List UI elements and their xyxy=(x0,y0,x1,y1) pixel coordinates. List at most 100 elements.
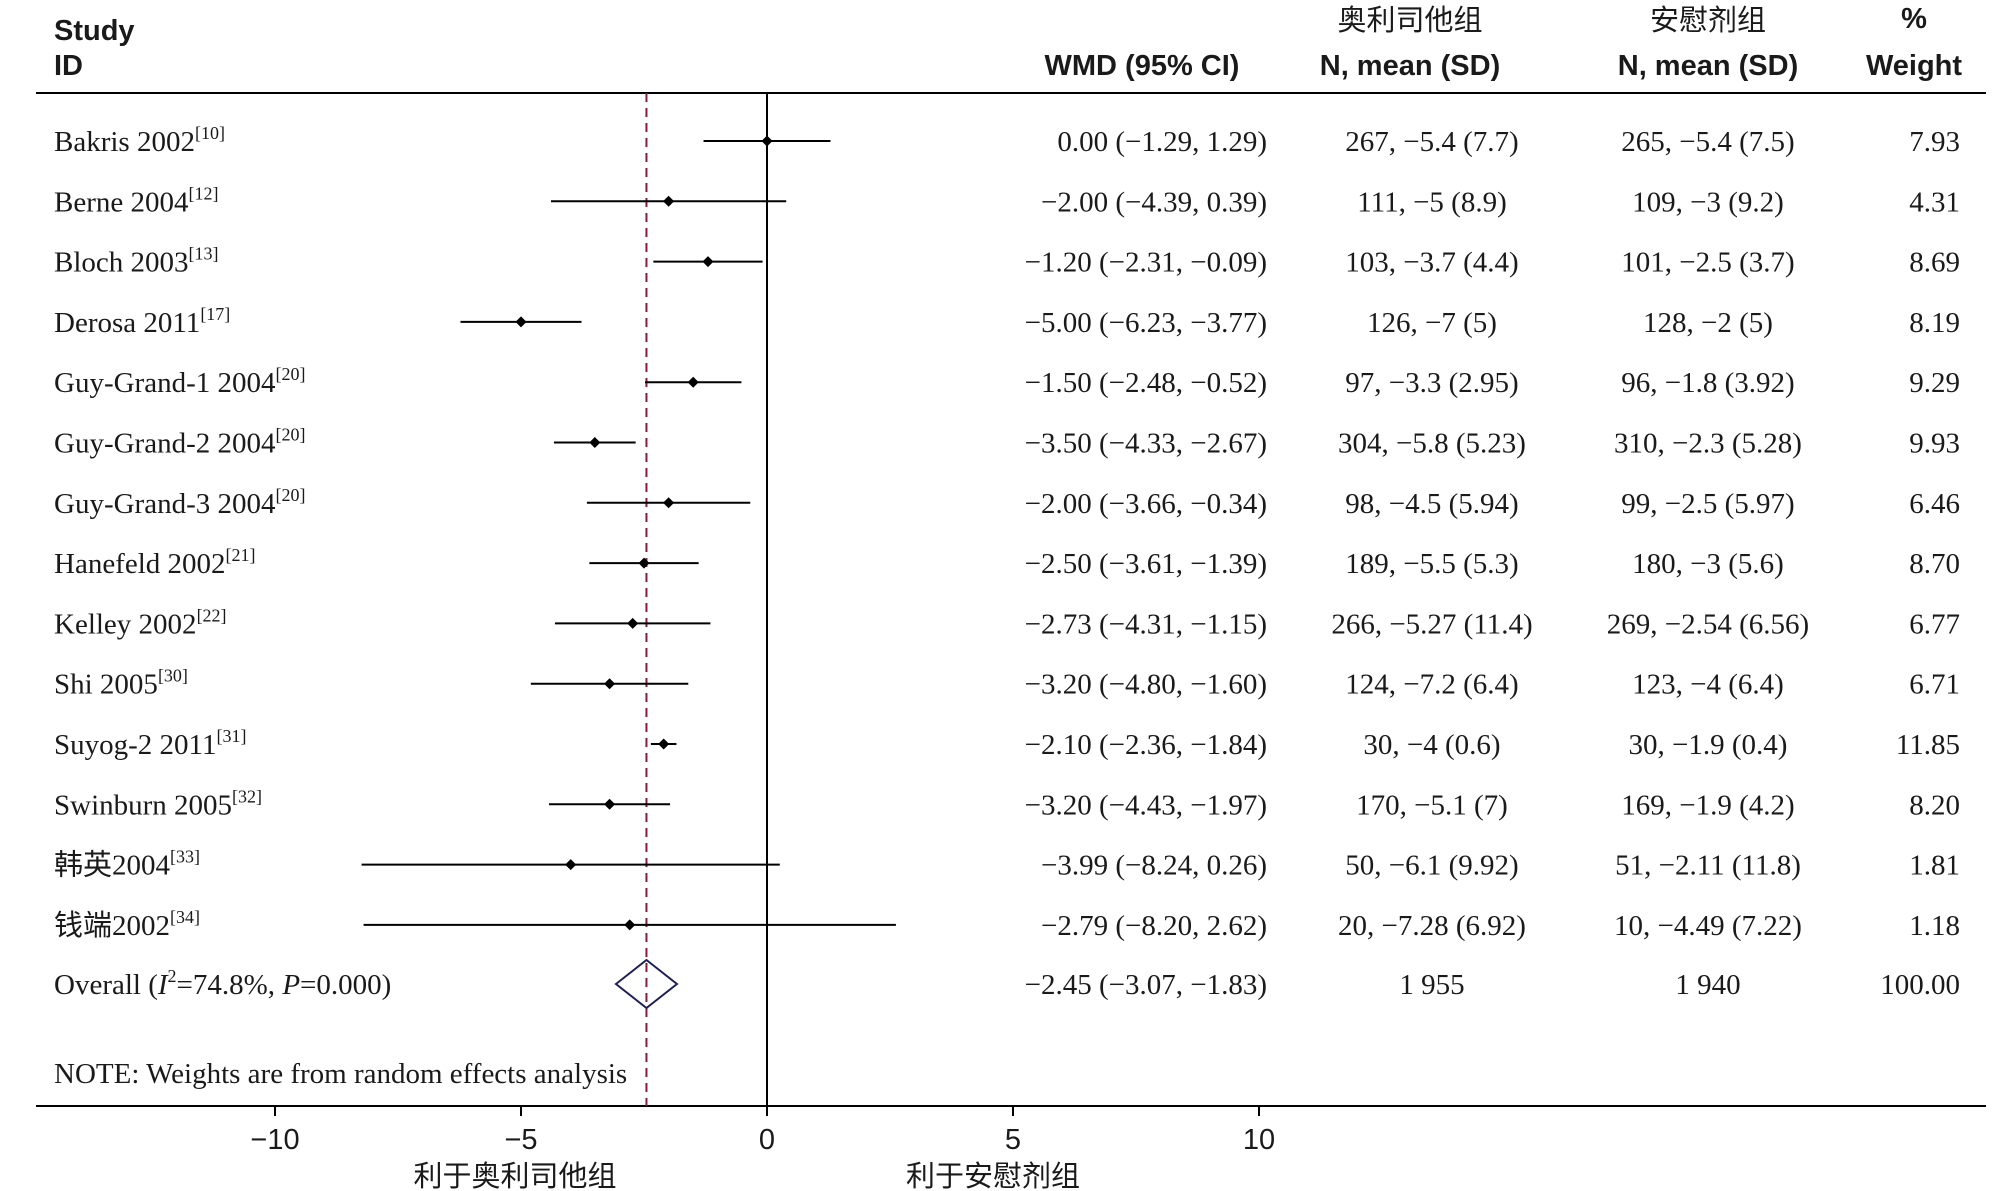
x-axis: −10 −5 0 5 10 xyxy=(250,1106,1275,1156)
point-estimate xyxy=(604,798,616,810)
x-tick-label: 0 xyxy=(759,1124,775,1156)
study-name: Derosa 2011 xyxy=(54,307,200,339)
study-label: 韩英2004[33] xyxy=(54,847,200,882)
study-weight: 1.81 xyxy=(1909,850,1960,882)
study-ref: [21] xyxy=(226,545,256,565)
point-estimate xyxy=(663,195,675,207)
study-group1: 267, −5.4 (7.7) xyxy=(1345,126,1518,158)
study-label: Shi 2005[30] xyxy=(54,666,188,701)
point-estimate xyxy=(638,557,650,569)
x-tick-label: −5 xyxy=(504,1124,537,1156)
overall-ci: −2.45 (−3.07, −1.83) xyxy=(1025,969,1267,1001)
study-group1: 126, −7 (5) xyxy=(1367,307,1497,339)
study-name: Hanefeld 2002 xyxy=(54,548,226,580)
study-row: Guy-Grand-1 2004[20] −1.50 (−2.48, −0.52)… xyxy=(54,364,1960,399)
point-estimate xyxy=(515,316,527,328)
study-ci: −3.99 (−8.24, 0.26) xyxy=(1041,850,1267,882)
study-ref: [10] xyxy=(195,123,225,143)
study-group1: 97, −3.3 (2.95) xyxy=(1345,367,1518,399)
study-label: Suyog-2 2011[31] xyxy=(54,726,246,761)
study-name: Shi 2005 xyxy=(54,669,158,701)
study-ref: [17] xyxy=(200,304,230,324)
study-weight: 8.20 xyxy=(1909,789,1960,821)
study-row: Swinburn 2005[32] −3.20 (−4.43, −1.97) 170… xyxy=(54,786,1960,821)
study-label: Derosa 2011[17] xyxy=(54,304,230,339)
header-group1-sub: N, mean (SD) xyxy=(1320,50,1500,82)
study-ci: 0.00 (−1.29, 1.29) xyxy=(1057,126,1267,158)
study-group2: 96, −1.8 (3.92) xyxy=(1621,367,1794,399)
study-group2: 269, −2.54 (6.56) xyxy=(1607,608,1809,640)
study-group2: 99, −2.5 (5.97) xyxy=(1621,488,1794,520)
study-group1: 111, −5 (8.9) xyxy=(1357,186,1507,218)
study-ci: −2.50 (−3.61, −1.39) xyxy=(1025,548,1267,580)
study-group2: 51, −2.11 (11.8) xyxy=(1615,850,1801,882)
study-label: Swinburn 2005[32] xyxy=(54,786,262,821)
point-estimate xyxy=(627,617,639,629)
study-ci: −2.00 (−4.39, 0.39) xyxy=(1041,186,1267,218)
study-ref: [12] xyxy=(189,183,219,203)
study-label: Bloch 2003[13] xyxy=(54,244,219,279)
overall-p-symbol: P xyxy=(281,969,300,1001)
study-label: Guy-Grand-3 2004[20] xyxy=(54,485,305,520)
study-ci: −1.20 (−2.31, −0.09) xyxy=(1025,247,1267,279)
header: Study ID WMD (95% CI) 奥利司他组 N, mean (SD)… xyxy=(54,3,1962,82)
study-name: Guy-Grand-3 2004 xyxy=(54,488,276,520)
overall-group2: 1 940 xyxy=(1675,969,1740,1001)
study-name: Guy-Grand-1 2004 xyxy=(54,367,276,399)
study-group1: 170, −5.1 (7) xyxy=(1356,789,1508,821)
header-id: ID xyxy=(54,50,83,82)
study-weight: 1.18 xyxy=(1909,910,1960,942)
study-row: Guy-Grand-2 2004[20] −3.50 (−4.33, −2.67)… xyxy=(54,425,1960,460)
study-label: Bakris 2002[10] xyxy=(54,123,225,158)
study-group1: 20, −7.28 (6.92) xyxy=(1338,910,1526,942)
study-group2: 310, −2.3 (5.28) xyxy=(1614,428,1802,460)
overall-i2-symbol: I xyxy=(157,969,169,1001)
study-weight: 7.93 xyxy=(1909,126,1960,158)
study-ref: [20] xyxy=(275,425,305,445)
study-group1: 103, −3.7 (4.4) xyxy=(1345,247,1518,279)
study-weight: 6.46 xyxy=(1909,488,1960,520)
study-name: Bakris 2002 xyxy=(54,126,195,158)
study-group1: 30, −4 (0.6) xyxy=(1363,729,1500,761)
study-ref: [31] xyxy=(216,726,246,746)
header-group2-name: 安慰剂组 xyxy=(1650,4,1766,37)
study-ref: [34] xyxy=(170,907,200,927)
point-estimate xyxy=(658,738,670,750)
header-weight-top: % xyxy=(1901,3,1927,35)
study-ci: −2.79 (−8.20, 2.62) xyxy=(1041,910,1267,942)
study-row: Hanefeld 2002[21] −2.50 (−3.61, −1.39) 189… xyxy=(54,545,1960,580)
study-weight: 9.29 xyxy=(1909,367,1960,399)
study-name: Suyog-2 2011 xyxy=(54,729,216,761)
point-estimate xyxy=(589,437,601,448)
point-estimate xyxy=(702,256,714,268)
overall-group1: 1 955 xyxy=(1399,969,1464,1001)
study-label: Hanefeld 2002[21] xyxy=(54,545,256,580)
study-group2: 109, −3 (9.2) xyxy=(1632,186,1784,218)
study-ref: [20] xyxy=(275,364,305,384)
study-ci: −2.00 (−3.66, −0.34) xyxy=(1025,488,1267,520)
study-label: Berne 2004[12] xyxy=(54,183,219,218)
study-weight: 8.69 xyxy=(1909,247,1960,279)
favors-right-label: 利于安慰剂组 xyxy=(906,1160,1080,1191)
study-group1: 50, −6.1 (9.92) xyxy=(1345,850,1518,882)
header-weight-bottom: Weight xyxy=(1866,50,1962,82)
study-ref: [30] xyxy=(158,666,188,686)
header-group1-name: 奥利司他组 xyxy=(1337,4,1482,37)
point-estimate xyxy=(604,678,616,690)
point-estimate xyxy=(761,135,773,147)
study-ref: [13] xyxy=(189,244,219,264)
study-row: Bakris 2002[10] 0.00 (−1.29, 1.29) 267, −5… xyxy=(54,123,1960,158)
point-estimate xyxy=(624,919,636,931)
study-row: Derosa 2011[17] −5.00 (−6.23, −3.77) 126, … xyxy=(54,304,1960,339)
study-group2: 180, −3 (5.6) xyxy=(1632,548,1784,580)
study-group2: 123, −4 (6.4) xyxy=(1632,669,1784,701)
study-weight: 8.70 xyxy=(1909,548,1960,580)
x-tick-label: 5 xyxy=(1005,1124,1021,1156)
study-group2: 10, −4.49 (7.22) xyxy=(1614,910,1802,942)
study-name: Swinburn 2005 xyxy=(54,789,232,821)
point-estimate xyxy=(687,376,699,388)
study-ci: −2.10 (−2.36, −1.84) xyxy=(1025,729,1267,761)
study-row: Suyog-2 2011[31] −2.10 (−2.36, −1.84) 30, … xyxy=(54,726,1960,761)
study-ref: [22] xyxy=(197,605,227,625)
